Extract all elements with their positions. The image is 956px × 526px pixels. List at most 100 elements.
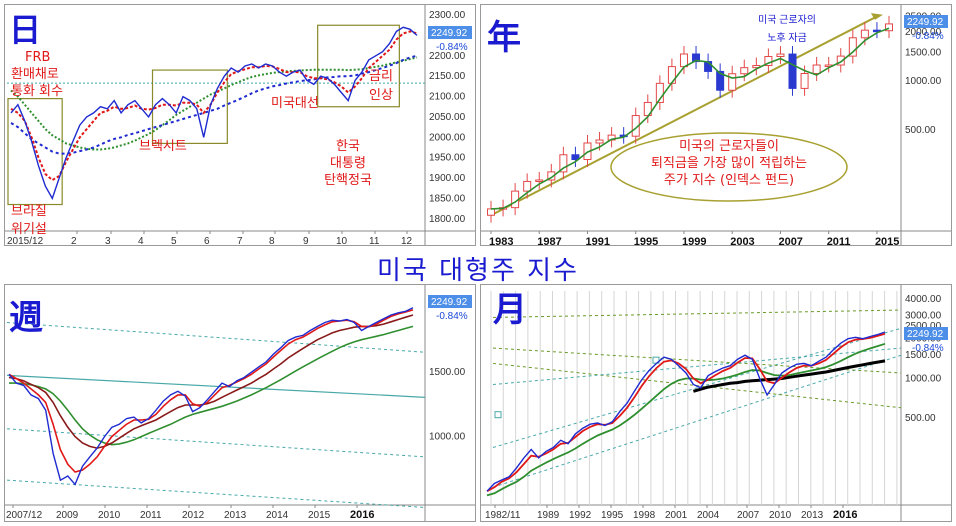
center-title: 미국 대형주 지수 xyxy=(377,256,579,286)
candle-body xyxy=(885,23,893,32)
last-value: 2249.92 xyxy=(431,297,468,308)
y-tick-label: 3000.00 xyxy=(905,311,942,322)
x-tick-label: 2011 xyxy=(827,236,851,246)
x-tick-label: 1995 xyxy=(601,510,624,521)
series-line-2 xyxy=(8,314,414,449)
series-line-2 xyxy=(486,342,886,497)
y-tick-label: 2150.00 xyxy=(429,71,466,82)
x-tick-label: 2010 xyxy=(98,510,121,521)
moving-average-line xyxy=(490,27,890,210)
x-tick-label: 2016 xyxy=(350,509,374,521)
y-tick-label: 500.00 xyxy=(905,125,936,136)
y-tick-label: 500.00 xyxy=(905,413,936,424)
panel-label: 日 xyxy=(9,11,41,49)
candle-body xyxy=(740,67,749,75)
candle-body xyxy=(523,180,532,192)
x-tick-label: 8 xyxy=(269,236,275,246)
x-tick-label: 6 xyxy=(204,236,210,246)
candle-body xyxy=(800,72,809,89)
x-tick-label: 11 xyxy=(369,236,380,246)
series-line-1 xyxy=(486,332,886,492)
candle-body xyxy=(559,154,568,173)
annotation: 노후 자금 xyxy=(767,32,807,44)
x-tick-label: 2013 xyxy=(801,510,824,521)
candle-body xyxy=(679,53,688,68)
x-tick-label: 2015 xyxy=(308,510,331,521)
annotation: 한국 xyxy=(336,139,360,154)
x-tick-label: 2012 xyxy=(182,510,205,521)
last-value-badge xyxy=(904,327,948,340)
x-tick-label: 1995 xyxy=(634,236,658,246)
change-pct: -0.84% xyxy=(436,42,468,53)
series-line-0 xyxy=(10,26,418,201)
annotation: 미국 근로자의 xyxy=(758,14,816,26)
candle-body xyxy=(848,37,857,57)
trend-channel-line xyxy=(6,479,426,508)
monthly-chart-panel: 4000.003000.002500.002000.001500.001000.… xyxy=(480,284,952,522)
annotation: 금리 xyxy=(369,69,393,84)
annotation: 대통령 xyxy=(330,156,366,171)
last-value-badge xyxy=(904,15,948,28)
monthly-chart: 4000.003000.002500.002000.001500.001000.… xyxy=(481,285,951,521)
y-tick-label: 2100.00 xyxy=(429,92,466,103)
y-tick-label: 1850.00 xyxy=(429,193,466,204)
trend-channel-line xyxy=(492,327,902,448)
candle-body xyxy=(812,64,821,74)
annotation: 브라질 xyxy=(11,204,47,219)
event-box xyxy=(151,69,228,145)
panel-label: 月 xyxy=(493,290,527,330)
panel-label: 年 xyxy=(487,18,521,58)
x-tick-label: 4 xyxy=(138,236,144,246)
annotation: FRB xyxy=(25,50,50,65)
candle-body xyxy=(776,53,785,58)
x-tick-label: 1991 xyxy=(585,236,609,246)
x-tick-label: 2010 xyxy=(769,510,792,521)
trend-channel-line xyxy=(492,309,902,318)
x-tick-label: 2007 xyxy=(737,510,760,521)
x-tick-label: 2009 xyxy=(56,510,79,521)
x-tick-label: 2014 xyxy=(266,510,289,521)
y-tick-label: 2000.00 xyxy=(905,27,942,38)
y-tick-label: 1800.00 xyxy=(429,214,466,225)
trend-channel-line xyxy=(492,347,902,374)
y-tick-label: 4000.00 xyxy=(905,294,942,305)
weekly-chart: 1500.00 1000.00 2007/12 2009 2010 2011 2012 201… xyxy=(5,285,475,521)
x-tick-label: 12 xyxy=(401,236,413,246)
y-tick-label: 2050.00 xyxy=(429,112,466,123)
plot-area xyxy=(7,291,425,505)
annotation: 탄핵정국 xyxy=(324,173,372,188)
last-value-badge xyxy=(428,295,472,308)
y-tick-label: 2500.00 xyxy=(905,321,942,332)
annotation: 위기설 xyxy=(11,222,47,237)
x-tick-label: 2015 xyxy=(875,236,899,246)
x-tick-label: 5 xyxy=(171,236,177,246)
y-tick-label: 1000.00 xyxy=(905,76,942,87)
annotation-ellipse xyxy=(610,132,848,202)
annotation: 환매채로 xyxy=(11,67,59,82)
y-tick-label: 2300.00 xyxy=(429,10,466,21)
trend-channel-line xyxy=(6,322,426,353)
annotation: 미국대선 xyxy=(271,96,319,111)
x-tick-label: 1989 xyxy=(537,510,560,521)
weekly-chart-panel: 1500.00 1000.00 2007/12 2009 2010 2011 2012 201… xyxy=(4,284,476,522)
y-tick-label: 1000.00 xyxy=(905,373,942,384)
last-value-badge xyxy=(428,26,472,39)
daily-chart: 2300.002250.002200.002150.002100.002050.… xyxy=(5,5,475,246)
change-pct: -0.84% xyxy=(436,311,468,322)
trend-arrow-head xyxy=(870,13,883,20)
candle-body xyxy=(836,55,845,66)
x-tick-label: 1983 xyxy=(489,236,513,246)
candle-body xyxy=(788,53,797,89)
x-tick-label: 2007 xyxy=(778,236,802,246)
series-line-3 xyxy=(692,359,886,393)
candle-body xyxy=(595,139,604,144)
candle-body xyxy=(716,70,725,91)
candle-body xyxy=(692,53,701,63)
change-pct: -0.84% xyxy=(912,31,944,42)
trend-line xyxy=(490,15,878,217)
series-line-0 xyxy=(486,331,886,492)
trend-channel-line xyxy=(492,347,902,386)
event-box xyxy=(7,97,63,206)
last-value: 2249.92 xyxy=(907,17,944,28)
x-tick-label: 1992 xyxy=(569,510,592,521)
